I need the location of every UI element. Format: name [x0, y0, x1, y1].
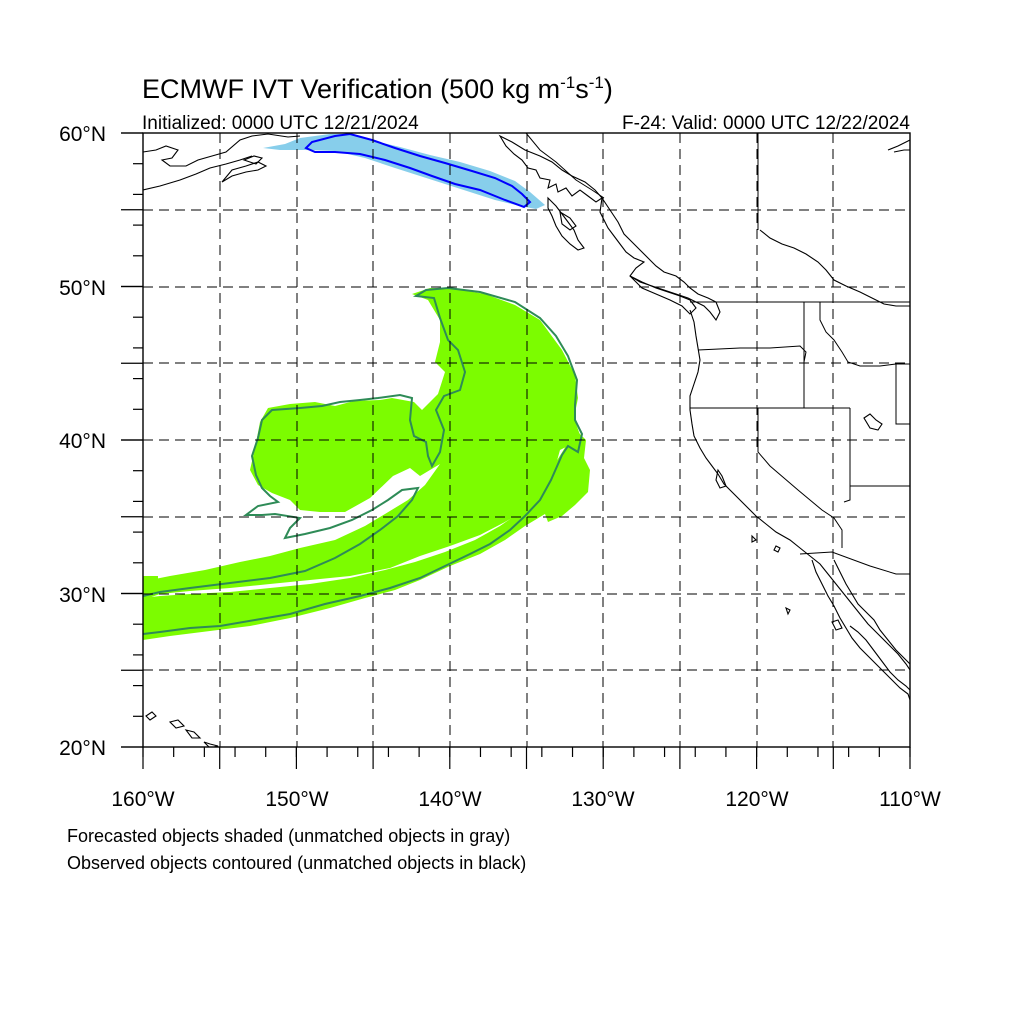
lon-label-130w: 130°W [571, 788, 634, 811]
lat-ticks [121, 132, 143, 748]
map-title: ECMWF IVT Verification (500 kg m-1s-1) [142, 73, 613, 104]
lon-label-160w: 160°W [111, 788, 174, 811]
lat-label-30n: 30°N [59, 584, 106, 607]
lat-label-40n: 40°N [59, 430, 106, 453]
legend-forecast-note: Forecasted objects shaded (unmatched obj… [67, 826, 510, 846]
political-borders [525, 133, 910, 575]
observed-contour-main-ar [143, 286, 584, 635]
lon-label-120w: 120°W [725, 788, 788, 811]
initialized-label: Initialized: 0000 UTC 12/21/2024 [142, 113, 419, 134]
lon-label-140w: 140°W [418, 788, 481, 811]
lon-ticks [142, 747, 911, 769]
graticule [143, 133, 910, 747]
lon-labels: 160°W 150°W 140°W 130°W 120°W 110°W [111, 788, 941, 811]
legend-observed-note: Observed objects contoured (unmatched ob… [67, 853, 526, 873]
valid-time-label: F-24: Valid: 0000 UTC 12/22/2024 [622, 113, 910, 134]
lon-label-110w: 110°W [879, 788, 941, 811]
observed-contour-northern [304, 133, 532, 209]
map-panel [143, 133, 910, 747]
lat-labels: 60°N 50°N 40°N 30°N 20°N [59, 123, 106, 760]
lat-label-60n: 60°N [59, 123, 106, 146]
forecast-object-small-fragment [143, 576, 158, 583]
coastlines [143, 133, 910, 747]
lat-label-50n: 50°N [59, 277, 106, 300]
observed-objects [143, 133, 584, 635]
lon-label-150w: 150°W [265, 788, 328, 811]
lat-label-20n: 20°N [59, 737, 106, 760]
forecast-object-main-ar [143, 288, 580, 600]
forecast-object-northern [263, 134, 545, 209]
